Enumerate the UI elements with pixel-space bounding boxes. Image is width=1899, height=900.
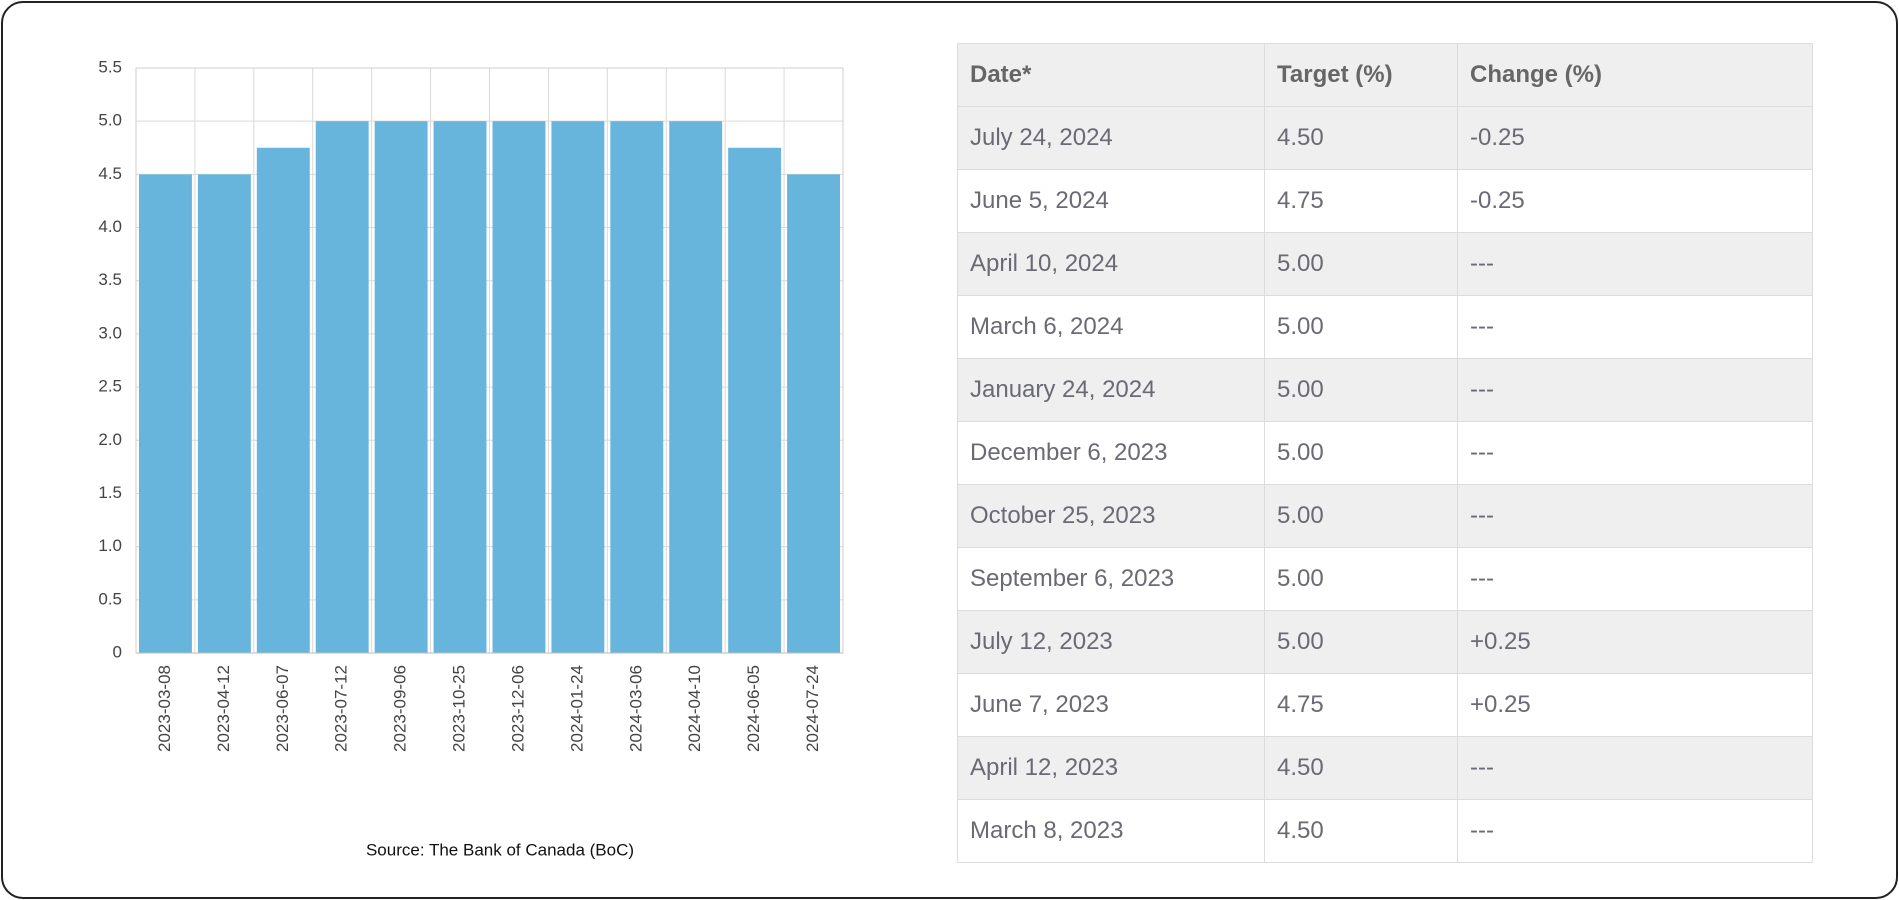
y-tick-label: 4.0 bbox=[98, 217, 122, 236]
table-cell: December 6, 2023 bbox=[957, 421, 1265, 485]
table-cell: -0.25 bbox=[1457, 169, 1813, 233]
bar bbox=[669, 121, 723, 653]
table-cell: June 7, 2023 bbox=[957, 673, 1265, 737]
chart-source: Source: The Bank of Canada (BoC) bbox=[366, 840, 634, 859]
table-cell: March 6, 2024 bbox=[957, 295, 1265, 359]
table-row: July 12, 2023 5.00 +0.25 bbox=[957, 610, 1813, 674]
x-tick-label: 2023-06-07 bbox=[273, 665, 292, 752]
y-tick-label: 1.5 bbox=[98, 483, 122, 502]
table-row: April 10, 2024 5.00 --- bbox=[957, 232, 1813, 296]
table-cell: 5.00 bbox=[1264, 232, 1458, 296]
bar bbox=[492, 121, 546, 653]
x-tick-label: 2024-03-06 bbox=[626, 665, 645, 752]
table-row: September 6, 2023 5.00 --- bbox=[957, 547, 1813, 611]
table-cell: 4.75 bbox=[1264, 169, 1458, 233]
header-cell: Change (%) bbox=[1457, 43, 1813, 107]
table-cell: --- bbox=[1457, 295, 1813, 359]
table-cell: 4.50 bbox=[1264, 736, 1458, 800]
table-cell: July 12, 2023 bbox=[957, 610, 1265, 674]
table-cell: 5.00 bbox=[1264, 484, 1458, 548]
table-cell: -0.25 bbox=[1457, 106, 1813, 170]
table-cell: June 5, 2024 bbox=[957, 169, 1265, 233]
table-cell: 5.00 bbox=[1264, 547, 1458, 611]
table-cell: 5.00 bbox=[1264, 295, 1458, 359]
x-tick-label: 2023-04-12 bbox=[214, 665, 233, 752]
bar bbox=[610, 121, 664, 653]
y-tick-label: 2.0 bbox=[98, 430, 122, 449]
bar bbox=[728, 147, 782, 654]
table-row: June 7, 2023 4.75 +0.25 bbox=[957, 673, 1813, 737]
table-cell: March 8, 2023 bbox=[957, 799, 1265, 863]
y-tick-label: 4.5 bbox=[98, 164, 122, 183]
x-tick-label: 2024-01-24 bbox=[567, 665, 586, 752]
table-cell: October 25, 2023 bbox=[957, 484, 1265, 548]
bar bbox=[551, 121, 605, 653]
bar bbox=[433, 121, 487, 653]
table-cell: April 10, 2024 bbox=[957, 232, 1265, 296]
x-tick-label: 2023-07-12 bbox=[332, 665, 351, 752]
x-tick-label: 2023-10-25 bbox=[450, 665, 469, 752]
bar bbox=[787, 174, 840, 653]
table-cell: 5.00 bbox=[1264, 421, 1458, 485]
table-cell: 4.50 bbox=[1264, 106, 1458, 170]
chart: Source: The Bank of Canada (BoC) 0 0.5 1.0… bbox=[98, 57, 844, 859]
bar bbox=[315, 121, 369, 653]
table-cell: 5.00 bbox=[1264, 358, 1458, 422]
table-cell: April 12, 2023 bbox=[957, 736, 1265, 800]
table-cell: --- bbox=[1457, 484, 1813, 548]
table-cell: --- bbox=[1457, 358, 1813, 422]
header-cell: Date* bbox=[957, 43, 1265, 107]
y-tick-label: 1.0 bbox=[98, 536, 122, 555]
y-tick-label: 3.0 bbox=[98, 323, 122, 342]
y-tick-label: 5.0 bbox=[98, 111, 122, 130]
x-tick-label: 2024-07-24 bbox=[803, 665, 822, 752]
x-tick-label: 2023-03-08 bbox=[155, 665, 174, 752]
x-tick-label: 2024-04-10 bbox=[685, 665, 704, 752]
table-cell: 4.50 bbox=[1264, 799, 1458, 863]
table-cell: July 24, 2024 bbox=[957, 106, 1265, 170]
bar bbox=[256, 147, 310, 654]
table-cell: January 24, 2024 bbox=[957, 358, 1265, 422]
table-row: June 5, 2024 4.75 -0.25 bbox=[957, 169, 1813, 233]
table-cell: +0.25 bbox=[1457, 673, 1813, 737]
table-cell: --- bbox=[1457, 232, 1813, 296]
table-cell: September 6, 2023 bbox=[957, 547, 1265, 611]
table-cell: 5.00 bbox=[1264, 610, 1458, 674]
x-tick-label: 2023-12-06 bbox=[508, 665, 527, 752]
bar bbox=[139, 174, 192, 653]
y-tick-label: 0.5 bbox=[98, 589, 122, 608]
x-tick-label: 2023-09-06 bbox=[391, 665, 410, 752]
rate-table: Date* Target (%) Change (%) July 24, 2024 4.… bbox=[957, 43, 1813, 863]
table-cell: +0.25 bbox=[1457, 610, 1813, 674]
table-cell: --- bbox=[1457, 421, 1813, 485]
y-tick-label: 3.5 bbox=[98, 270, 122, 289]
table-row: July 24, 2024 4.50 -0.25 bbox=[957, 106, 1813, 170]
table-cell: --- bbox=[1457, 799, 1813, 863]
table-row: December 6, 2023 5.00 --- bbox=[957, 421, 1813, 485]
table-cell: --- bbox=[1457, 736, 1813, 800]
y-tick-label: 0 bbox=[113, 642, 122, 661]
table-row: January 24, 2024 5.00 --- bbox=[957, 358, 1813, 422]
table-row: April 12, 2023 4.50 --- bbox=[957, 736, 1813, 800]
table-row: March 6, 2024 5.00 --- bbox=[957, 295, 1813, 359]
table-cell: --- bbox=[1457, 547, 1813, 611]
header-row: Date* Target (%) Change (%) bbox=[957, 43, 1813, 107]
y-tick-label: 5.5 bbox=[98, 57, 122, 76]
bar bbox=[374, 121, 428, 653]
table-row: October 25, 2023 5.00 --- bbox=[957, 484, 1813, 548]
table-cell: 4.75 bbox=[1264, 673, 1458, 737]
header-cell: Target (%) bbox=[1264, 43, 1458, 107]
y-tick-label: 2.5 bbox=[98, 377, 122, 396]
x-tick-label: 2024-06-05 bbox=[744, 665, 763, 752]
table-row: March 8, 2023 4.50 --- bbox=[957, 799, 1813, 863]
bar bbox=[197, 174, 251, 653]
